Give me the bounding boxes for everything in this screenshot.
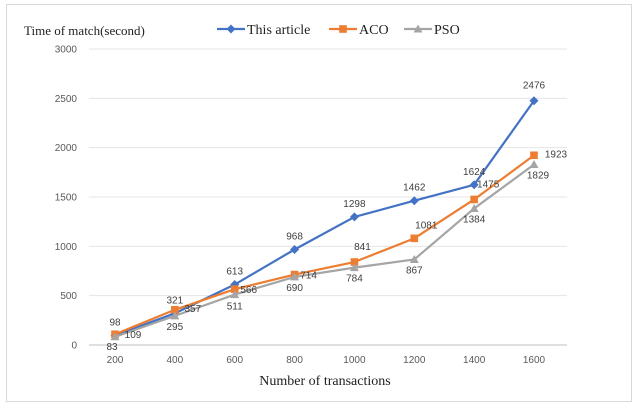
data-point [290,272,300,281]
data-point [409,254,419,263]
data-labels: 98 321 613 968 1298 1462 1624 2476 109 357 566 714 8… [106,81,567,353]
data-label: 1462 [403,183,426,194]
data-label: 295 [167,322,184,333]
data-label: 109 [125,330,142,341]
data-label: 321 [167,295,184,306]
data-label: 1829 [527,171,550,182]
data-point [349,263,359,272]
y-tick-label: 2000 [55,143,78,154]
data-label: 690 [286,283,303,294]
series-line-this-article [114,100,535,337]
x-tick-label: 600 [226,355,243,366]
data-point [529,96,539,106]
data-point [470,195,478,204]
data-label: 98 [109,317,121,328]
x-tick-label: 1400 [463,355,486,366]
data-point [469,180,479,190]
data-label: 83 [106,342,118,353]
y-tick-label: 2500 [55,94,78,105]
x-tick-label: 200 [107,355,124,366]
x-tick-label: 1200 [403,355,426,366]
x-tick-label: 1000 [343,355,366,366]
data-label: 784 [346,274,363,285]
data-point [409,196,419,206]
legend-item: PSO [404,23,460,38]
data-point [529,160,539,169]
data-label: 1475 [477,179,500,190]
x-tick-label: 1600 [523,355,546,366]
y-tick-label: 0 [71,341,77,352]
data-label: 511 [227,302,243,313]
x-tick-label: 800 [286,355,303,366]
data-label: 357 [185,304,202,315]
legend-label: PSO [434,23,460,38]
data-point [530,151,538,160]
data-point [110,332,120,341]
data-label: 1624 [463,167,486,178]
series-line-pso [114,163,535,338]
data-point [230,285,239,293]
data-label: 714 [300,271,317,282]
x-tick-label: 400 [167,355,184,366]
y-tick-label: 1000 [55,242,78,253]
data-point [170,311,180,320]
x-axis-title: Number of transactions [259,374,390,389]
legend-label: This article [247,23,310,38]
data-label: 867 [406,265,423,276]
y-tick-label: 3000 [55,45,78,56]
series-line-aco [114,154,535,336]
y-axis-title: Time of match(second) [24,23,145,38]
data-point [349,212,359,222]
data-label: 841 [354,242,371,253]
x-tick-labels: 200 400 600 800 1000 1200 1400 1600 [107,355,546,366]
legend-item: ACO [329,23,389,38]
data-label: 1384 [463,214,486,225]
line-chart: Time of match(second) 0 500 1000 1500 2000 25… [24,23,568,389]
data-label: 613 [226,267,243,278]
chart-frame: Time of match(second) 0 500 1000 1500 2000 25… [6,4,632,402]
data-label: 566 [240,285,257,296]
legend-item: This article [217,23,310,38]
data-point [410,234,419,243]
legend-label: ACO [359,23,389,38]
data-point [290,244,300,254]
data-label: 1923 [545,149,568,160]
y-tick-label: 500 [60,291,77,302]
data-label: 1081 [415,220,438,231]
legend: This article ACO PSO [217,23,460,38]
data-label: 1298 [343,199,366,210]
data-label: 968 [286,231,303,242]
gridlines [89,48,567,346]
y-tick-labels: 0 500 1000 1500 2000 2500 3000 [55,45,78,352]
data-label: 2476 [523,81,546,92]
data-point [171,305,179,314]
data-point [230,290,240,299]
y-tick-label: 1500 [55,193,78,204]
series-layer [110,96,539,341]
data-point [350,258,359,266]
data-point [469,203,479,212]
